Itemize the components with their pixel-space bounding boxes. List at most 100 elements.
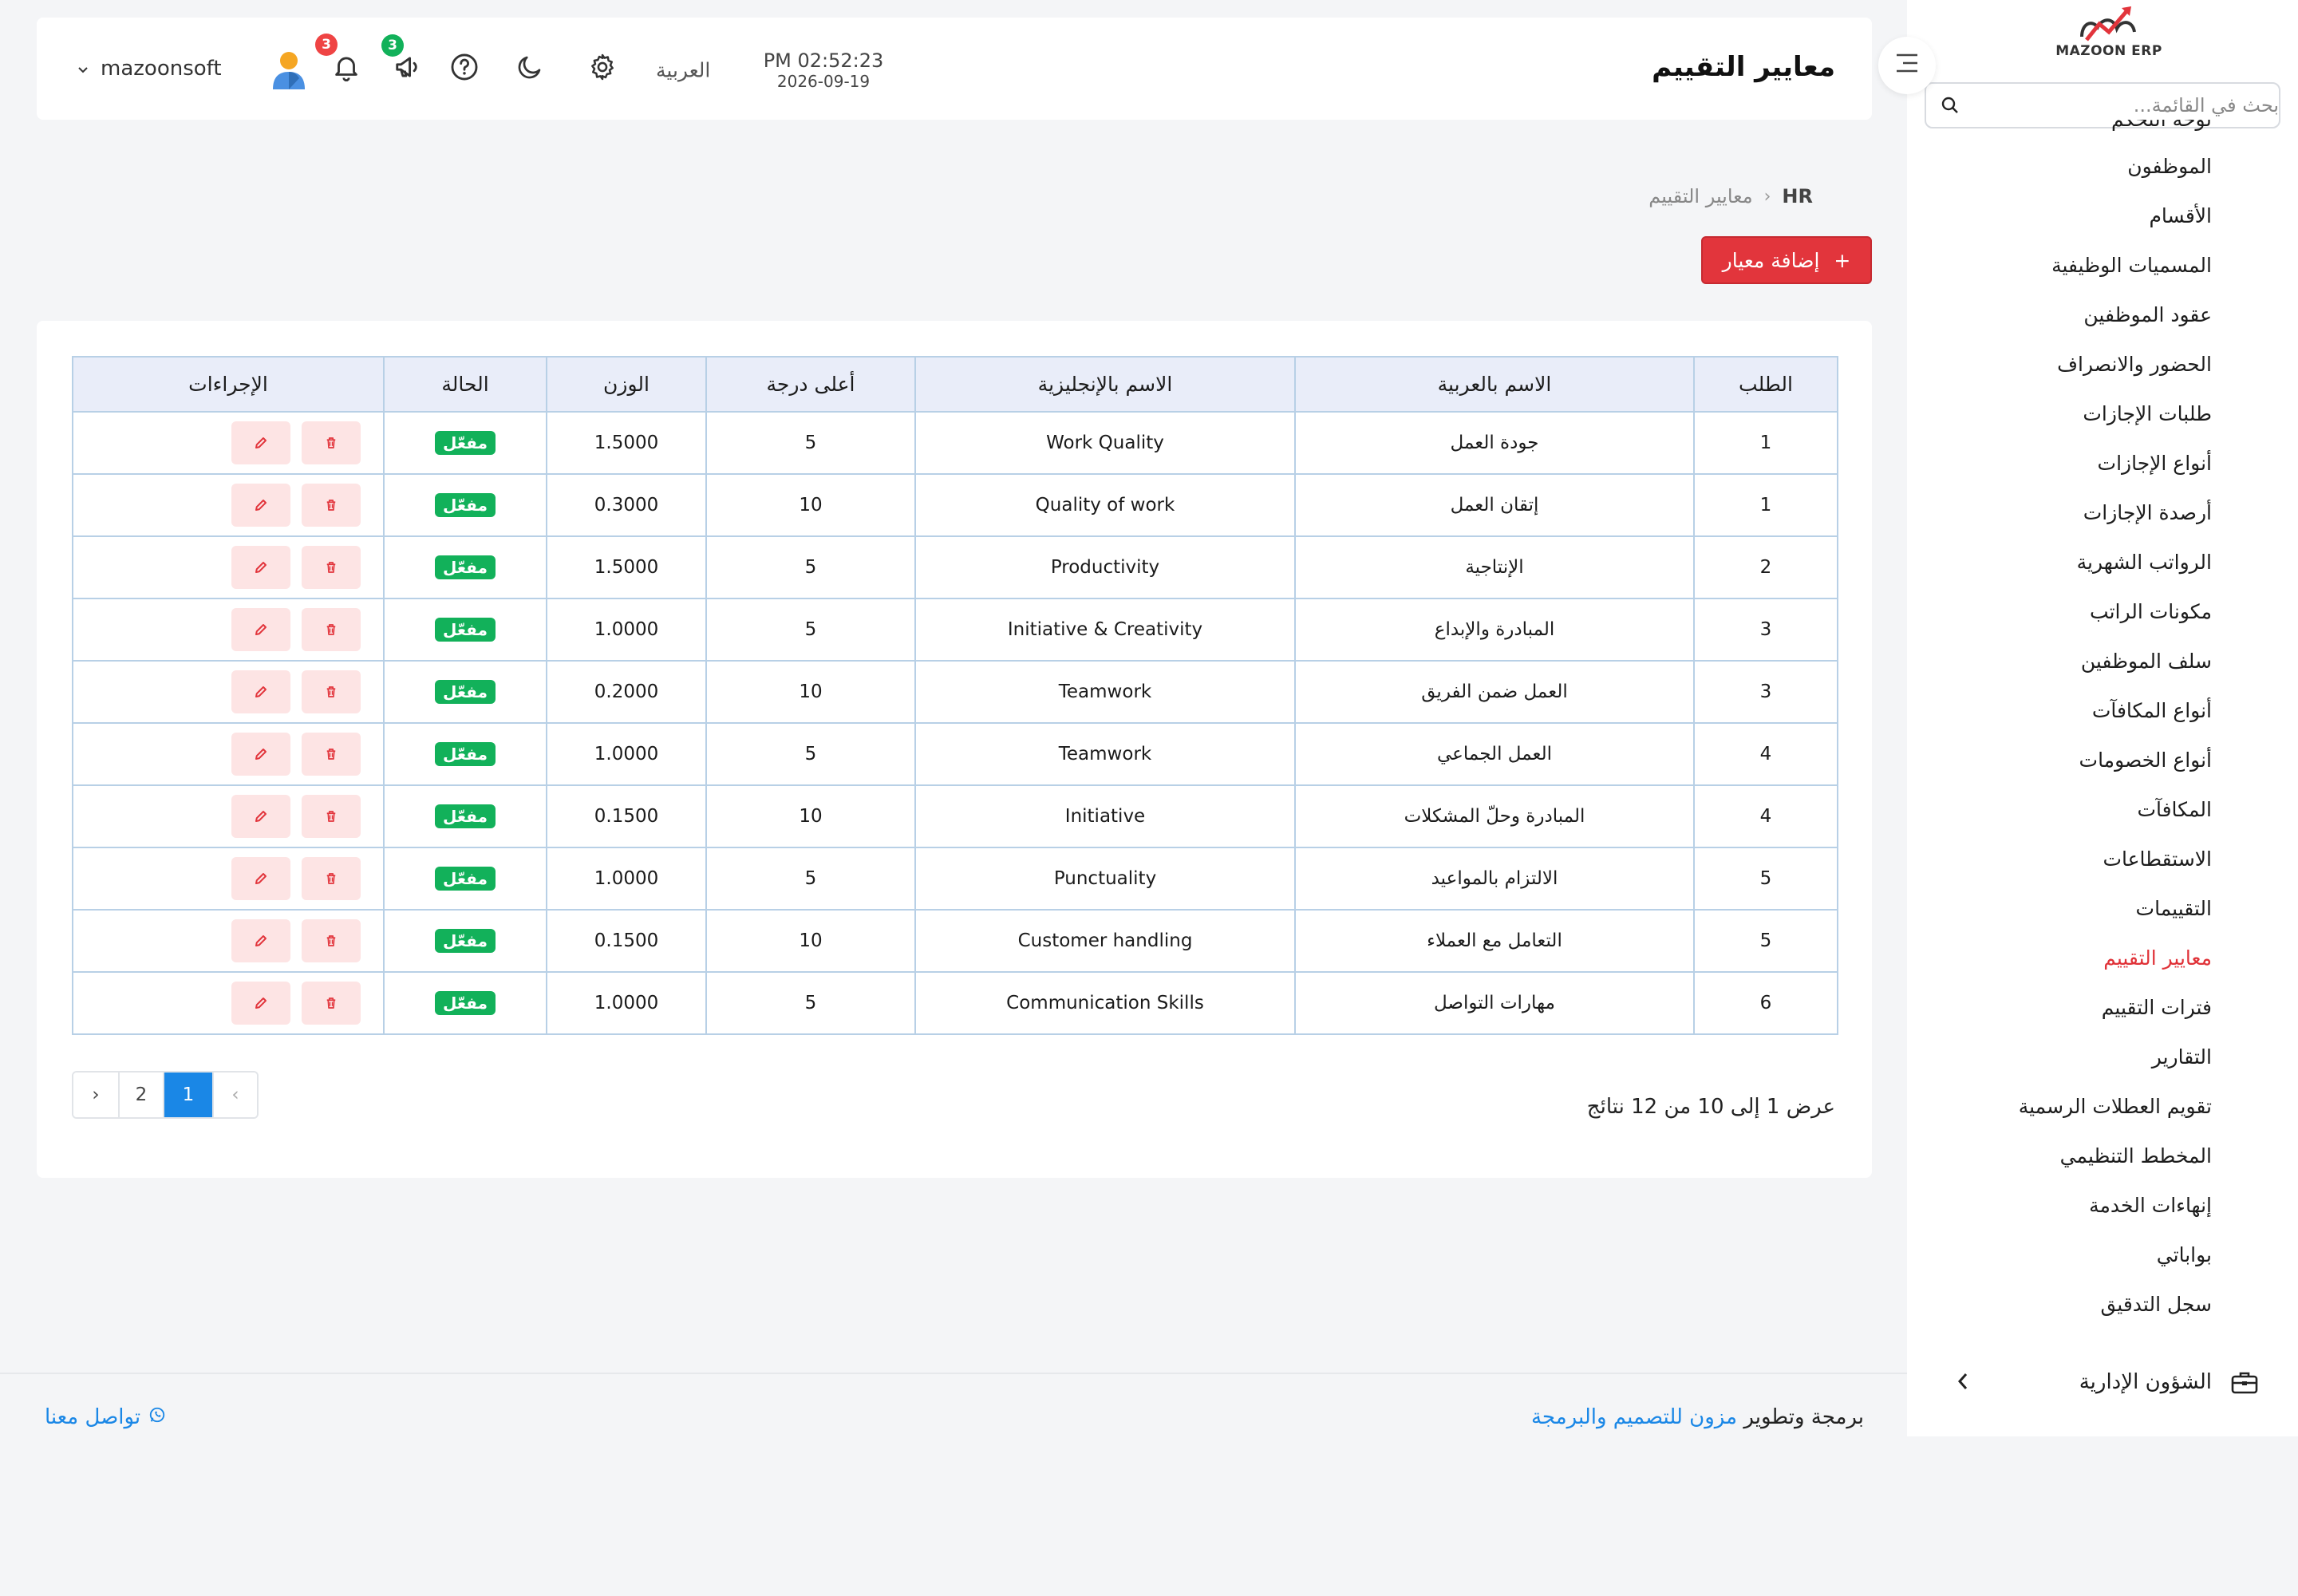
page-2-button[interactable]: 2 <box>118 1073 163 1117</box>
sidebar-item[interactable]: فترات التقييم <box>2101 996 2212 1019</box>
sidebar-item[interactable]: التقييمات <box>2135 897 2212 920</box>
table-row: 1 جودة العمل Work Quality 5 1.5000 مفعّل <box>72 411 1838 475</box>
sidebar: MAZOON ERP لوحة التحكم الموظفون الأقسام ال… <box>1907 0 2298 1436</box>
sidebar-toggle-button[interactable] <box>1878 37 1936 94</box>
contact-link[interactable]: تواصل معنا <box>45 1405 166 1429</box>
sidebar-section-admin[interactable]: الشؤون الإدارية <box>1907 1360 2298 1404</box>
menu-toggle-icon <box>1893 52 1921 79</box>
sidebar-item[interactable]: الموظفون <box>2127 155 2212 178</box>
sidebar-item-dashboard[interactable]: لوحة التحكم <box>1907 120 2298 145</box>
col-status[interactable]: الحالة <box>383 356 547 413</box>
edit-button[interactable] <box>231 421 290 464</box>
add-criterion-label: إضافة معيار <box>1722 248 1820 272</box>
cell-actions <box>72 411 385 475</box>
table-row: 3 المبادرة والإبداع Initiative & Creativit… <box>72 598 1838 662</box>
delete-button[interactable] <box>302 733 361 776</box>
col-weight[interactable]: الوزن <box>546 356 707 413</box>
table-row: 2 الإنتاجية Productivity 5 1.5000 مفعّل <box>72 535 1838 599</box>
user-menu[interactable]: mazoonsoft <box>77 57 222 81</box>
cell-max-score: 5 <box>705 598 916 662</box>
edit-button[interactable] <box>231 857 290 900</box>
delete-button[interactable] <box>302 795 361 838</box>
sidebar-item[interactable]: الرواتب الشهرية <box>2076 551 2212 574</box>
help-icon[interactable] <box>449 52 480 82</box>
cell-max-score: 10 <box>705 784 916 848</box>
sidebar-item[interactable]: تقويم العطلات الرسمية <box>2018 1095 2212 1118</box>
table-row: 6 مهارات التواصل Communication Skills 5 1.00… <box>72 971 1838 1035</box>
brand-logo[interactable]: MAZOON ERP <box>2049 0 2169 64</box>
sidebar-item[interactable]: الاستقطاعات <box>2103 847 2212 871</box>
breadcrumb-home[interactable]: HR <box>1782 185 1813 207</box>
briefcase-icon <box>2229 1370 2258 1394</box>
delete-button[interactable] <box>302 670 361 713</box>
cell-order: 1 <box>1693 411 1838 475</box>
sidebar-item[interactable]: أنواع الخصومات <box>2079 749 2212 772</box>
search-icon[interactable] <box>1926 84 1974 127</box>
user-avatar[interactable] <box>270 49 308 96</box>
sidebar-item[interactable]: أنواع الإجازات <box>2097 452 2212 475</box>
delete-button[interactable] <box>302 546 361 589</box>
cell-weight: 0.2000 <box>546 660 707 724</box>
delete-button[interactable] <box>302 421 361 464</box>
sidebar-item[interactable]: بواباتي <box>2156 1243 2212 1266</box>
cell-weight: 1.0000 <box>546 847 707 911</box>
sidebar-item[interactable]: سلف الموظفين <box>2080 650 2212 673</box>
sidebar-item[interactable]: المكافآت <box>2137 798 2212 821</box>
sidebar-search-input[interactable] <box>1974 84 2279 127</box>
cell-weight: 0.1500 <box>546 784 707 848</box>
delete-button[interactable] <box>302 608 361 651</box>
pencil-icon <box>254 622 268 637</box>
col-order[interactable]: الطلب <box>1693 356 1838 413</box>
sidebar-item[interactable]: مكونات الراتب <box>2090 600 2212 623</box>
edit-button[interactable] <box>231 484 290 527</box>
results-summary: عرض 1 إلى 10 من 12 نتائج <box>1586 1095 1835 1119</box>
settings-gear-icon[interactable] <box>587 52 618 82</box>
announcements-megaphone-icon[interactable]: 3 <box>381 34 424 82</box>
sidebar-item[interactable]: عقود الموظفين <box>2083 303 2212 326</box>
edit-button[interactable] <box>231 982 290 1025</box>
sidebar-item[interactable]: المسميات الوظيفية <box>2051 254 2212 277</box>
sidebar-item[interactable]: أرصدة الإجازات <box>2083 501 2212 524</box>
whatsapp-icon <box>148 1405 166 1429</box>
breadcrumb-current: معايير التقييم <box>1648 185 1753 207</box>
edit-button[interactable] <box>231 733 290 776</box>
criteria-table: الطلب الاسم بالعربية الاسم بالإنجليزية أ… <box>72 356 1838 1035</box>
notifications-bell-icon[interactable]: 3 <box>315 34 361 83</box>
sidebar-item[interactable]: الأقسام <box>2149 204 2212 227</box>
footer-company-link[interactable]: مزون للتصميم والبرمجة <box>1530 1405 1738 1429</box>
sidebar-item[interactable]: إنهاءات الخدمة <box>2089 1194 2212 1217</box>
cell-max-score: 10 <box>705 473 916 537</box>
edit-button[interactable] <box>231 546 290 589</box>
prev-page-button[interactable]: ‹ <box>212 1073 257 1117</box>
sidebar-item[interactable]: معايير التقييم <box>2103 946 2212 970</box>
edit-button[interactable] <box>231 919 290 962</box>
sidebar-item[interactable]: الحضور والانصراف <box>2057 353 2212 376</box>
col-name-en[interactable]: الاسم بالإنجليزية <box>914 356 1296 413</box>
delete-button[interactable] <box>302 484 361 527</box>
dark-mode-moon-icon[interactable] <box>515 53 544 81</box>
add-criterion-button[interactable]: + إضافة معيار <box>1701 236 1872 284</box>
status-badge: مفعّل <box>435 555 496 579</box>
edit-button[interactable] <box>231 608 290 651</box>
sidebar-item[interactable]: سجل التدقيق <box>2100 1293 2212 1316</box>
table-row: 4 المبادرة وحلّ المشكلات Initiative 10 0.150… <box>72 784 1838 848</box>
sidebar-item[interactable]: المخطط التنظيمي <box>2059 1144 2212 1167</box>
sidebar-item[interactable]: التقارير <box>2151 1045 2212 1069</box>
status-badge: مفعّل <box>435 804 496 828</box>
cell-name-ar: المبادرة وحلّ المشكلات <box>1294 784 1695 848</box>
page-1-button[interactable]: 1 <box>163 1073 212 1117</box>
next-page-button[interactable]: › <box>73 1073 118 1117</box>
cell-actions <box>72 535 385 599</box>
col-name-ar[interactable]: الاسم بالعربية <box>1294 356 1695 413</box>
sidebar-item[interactable]: طلبات الإجازات <box>2083 402 2212 425</box>
language-switch[interactable]: العربية <box>656 58 711 82</box>
col-max-score[interactable]: أعلى درجة <box>705 356 916 413</box>
cell-name-en: Teamwork <box>914 660 1296 724</box>
delete-button[interactable] <box>302 857 361 900</box>
delete-button[interactable] <box>302 919 361 962</box>
edit-button[interactable] <box>231 670 290 713</box>
edit-button[interactable] <box>231 795 290 838</box>
delete-button[interactable] <box>302 982 361 1025</box>
pagination: › 2 1 ‹ <box>72 1071 259 1119</box>
sidebar-item[interactable]: أنواع المكافآت <box>2091 699 2212 722</box>
